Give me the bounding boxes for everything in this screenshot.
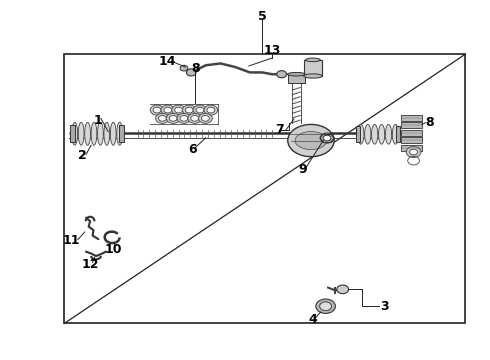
- Circle shape: [172, 105, 185, 115]
- Circle shape: [188, 113, 201, 123]
- Circle shape: [180, 116, 188, 121]
- Ellipse shape: [98, 122, 103, 145]
- Ellipse shape: [117, 122, 122, 145]
- Ellipse shape: [78, 122, 84, 145]
- Text: 4: 4: [308, 313, 317, 327]
- Text: 6: 6: [188, 143, 196, 156]
- Circle shape: [406, 147, 421, 157]
- Circle shape: [323, 135, 331, 141]
- Circle shape: [198, 113, 212, 123]
- Bar: [401, 115, 422, 121]
- Circle shape: [186, 69, 196, 76]
- Text: 12: 12: [81, 258, 99, 271]
- Text: 9: 9: [298, 163, 307, 176]
- Circle shape: [410, 149, 417, 155]
- Circle shape: [204, 105, 218, 115]
- Circle shape: [177, 113, 191, 123]
- Circle shape: [182, 105, 196, 115]
- Ellipse shape: [104, 122, 110, 145]
- Text: 8: 8: [191, 62, 199, 75]
- Text: 7: 7: [275, 123, 284, 136]
- Circle shape: [161, 105, 174, 115]
- Bar: [401, 130, 422, 136]
- Ellipse shape: [378, 125, 385, 144]
- Ellipse shape: [365, 125, 371, 144]
- Circle shape: [277, 71, 287, 78]
- Bar: [356, 126, 360, 142]
- Circle shape: [320, 302, 331, 311]
- Ellipse shape: [295, 132, 327, 149]
- Ellipse shape: [386, 125, 392, 144]
- Bar: [396, 126, 400, 142]
- Bar: [288, 74, 305, 83]
- Bar: [401, 145, 422, 151]
- Circle shape: [156, 113, 169, 123]
- Circle shape: [196, 107, 204, 113]
- Circle shape: [166, 113, 180, 123]
- Circle shape: [159, 116, 166, 121]
- Text: 3: 3: [380, 300, 389, 313]
- Ellipse shape: [288, 72, 305, 76]
- Bar: [401, 137, 422, 143]
- Ellipse shape: [72, 122, 77, 145]
- Circle shape: [201, 116, 209, 121]
- Ellipse shape: [288, 125, 334, 157]
- Ellipse shape: [392, 125, 398, 144]
- Text: 5: 5: [258, 10, 267, 23]
- Circle shape: [150, 105, 164, 115]
- Circle shape: [169, 116, 177, 121]
- Circle shape: [337, 285, 348, 294]
- Ellipse shape: [91, 122, 97, 145]
- Circle shape: [193, 105, 207, 115]
- Bar: [120, 125, 124, 142]
- Circle shape: [320, 302, 331, 311]
- Bar: [401, 122, 422, 129]
- Ellipse shape: [306, 58, 320, 62]
- Ellipse shape: [304, 74, 322, 78]
- Text: 10: 10: [104, 243, 122, 256]
- Text: 13: 13: [263, 44, 281, 57]
- Circle shape: [153, 107, 161, 113]
- Text: 2: 2: [78, 149, 87, 162]
- Bar: [64, 54, 465, 323]
- Circle shape: [174, 107, 182, 113]
- Text: 1: 1: [94, 114, 103, 127]
- Ellipse shape: [85, 122, 91, 145]
- Circle shape: [316, 299, 335, 314]
- Text: 8: 8: [425, 116, 434, 129]
- Circle shape: [185, 107, 193, 113]
- Ellipse shape: [371, 125, 378, 144]
- Ellipse shape: [358, 125, 364, 144]
- Circle shape: [207, 107, 215, 113]
- Ellipse shape: [110, 122, 116, 145]
- Circle shape: [191, 116, 198, 121]
- Bar: [70, 125, 75, 142]
- Circle shape: [320, 133, 334, 143]
- Circle shape: [164, 107, 171, 113]
- Circle shape: [180, 65, 188, 71]
- Bar: [304, 60, 322, 76]
- Text: 14: 14: [158, 55, 175, 68]
- Text: 11: 11: [63, 234, 80, 247]
